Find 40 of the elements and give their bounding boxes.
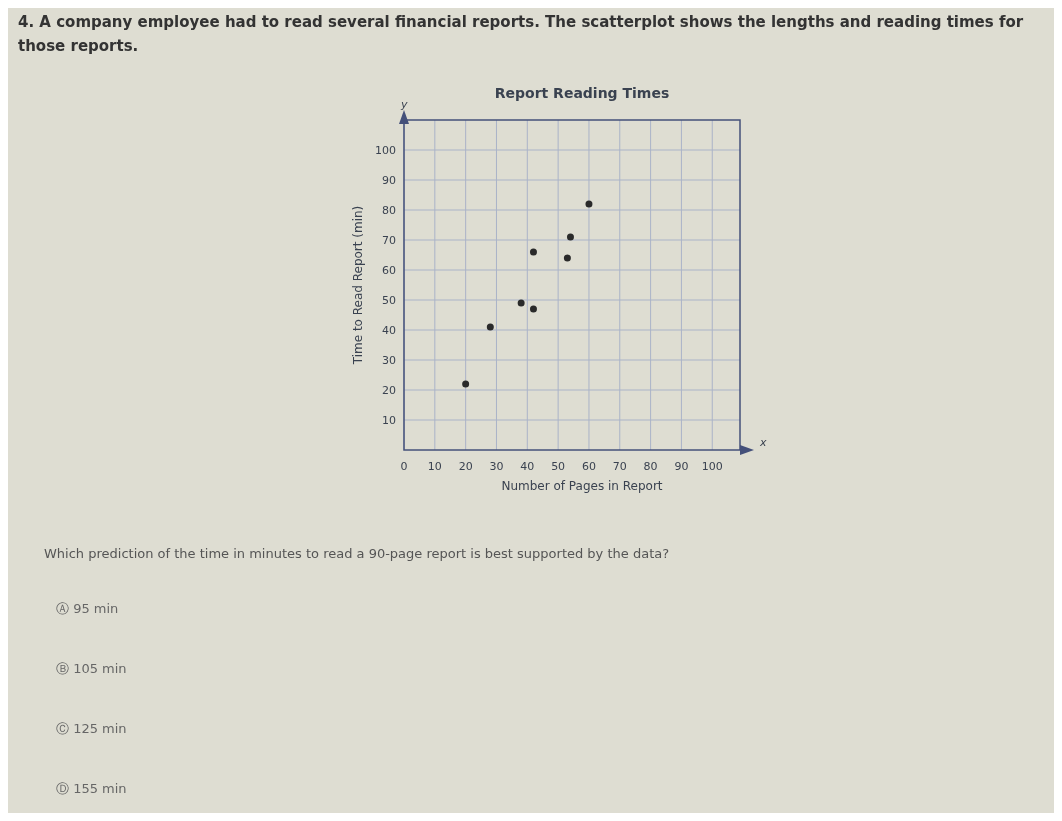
x-tick-label: 10 [427, 460, 442, 473]
y-axis-title: Time to Read Report (min) [351, 205, 365, 366]
x-tick-label: 80 [643, 460, 658, 473]
x-tick-label: 90 [674, 460, 689, 473]
y-tick-label: 90 [382, 174, 396, 187]
text: Which prediction of the time in minutes to read a 90-page report is best supported by the data? [44, 546, 670, 561]
x-tick-label: 70 [612, 460, 627, 473]
x-tick-label: 40 [520, 460, 535, 473]
x-tick-label: 20 [458, 460, 473, 473]
x-axis-title: Number of Pages in Report [501, 479, 663, 493]
text: y [400, 98, 408, 111]
point [517, 299, 525, 307]
y-tick-label: 70 [382, 234, 396, 247]
x-tick-label: 100 [701, 460, 723, 473]
point [486, 323, 494, 331]
y-tick-label: 100 [375, 144, 396, 157]
x-tick-label: 50 [551, 460, 566, 473]
y-tick-label: 10 [382, 414, 396, 427]
text: Ⓐ 95 min [56, 600, 119, 618]
y-tick-label: 20 [382, 384, 396, 397]
point [563, 254, 571, 262]
text: Ⓓ 155 min [56, 780, 127, 798]
text: x [759, 436, 767, 449]
y-tick-label: 60 [382, 264, 396, 277]
point [462, 380, 470, 388]
y-tick-label: 50 [382, 294, 396, 307]
y-tick-label: 80 [382, 204, 396, 217]
text: 4. A company employee had to read several financial reports. The scatterplot shows the lengths and reading times for those reports. [18, 12, 1025, 57]
y-tick-label: 30 [382, 354, 396, 367]
text: Ⓑ 105 min [56, 660, 127, 678]
chart-title: Report Reading Times [494, 85, 670, 101]
text: Ⓒ 125 min [56, 720, 127, 738]
point [529, 248, 537, 256]
point [566, 233, 574, 241]
x-tick-label: 0 [400, 460, 408, 473]
y-tick-label: 40 [382, 324, 396, 337]
x-tick-label: 30 [489, 460, 504, 473]
point [529, 305, 537, 313]
point [585, 200, 593, 208]
x-tick-label: 60 [581, 460, 596, 473]
